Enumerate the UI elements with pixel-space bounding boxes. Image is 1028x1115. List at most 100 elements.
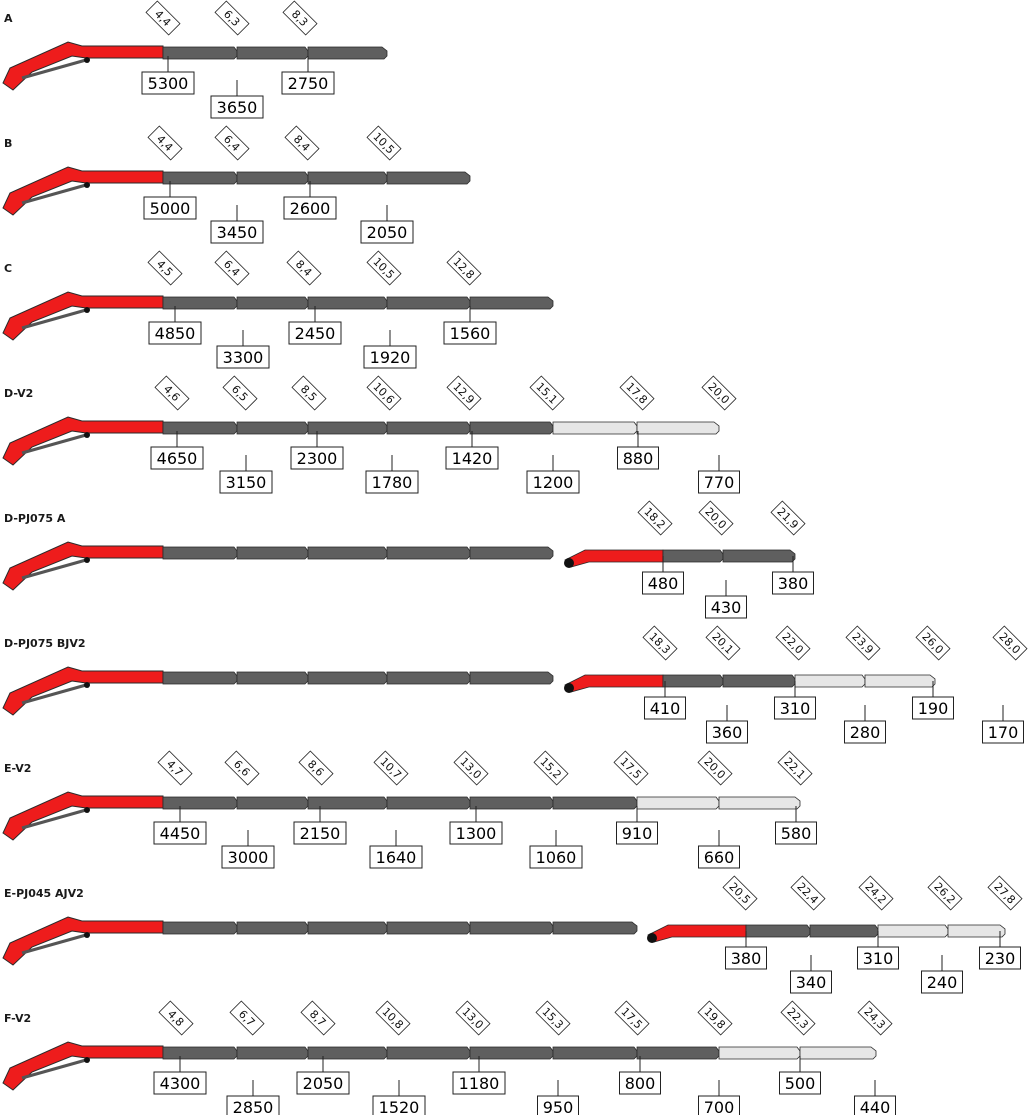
config-f-v2: F-V2 4,8 6,7 8,7 10,8 13,0 15,3 17,5 19,8 22,3 24,…: [2, 1000, 896, 1115]
load-box: [281, 71, 335, 95]
load-value: 770: [704, 473, 735, 492]
load-value: 440: [860, 1098, 891, 1115]
jib-red: [564, 674, 664, 693]
boom-extension-3: [307, 1046, 388, 1060]
load-box: [372, 1095, 426, 1115]
load-value: 880: [623, 449, 654, 468]
boom-extension-6: [552, 421, 638, 435]
distance-marker: 18,2: [637, 500, 673, 536]
load-box: [296, 1071, 350, 1095]
hydraulic-cylinder: [21, 433, 87, 455]
config-title: D-PJ075 A: [4, 512, 66, 525]
boom-extension-6: [552, 1046, 638, 1060]
distance-marker: 4,5: [147, 250, 183, 286]
config-d-pj075-a: D-PJ075 A 18,2 20,0 21,9 480 430 380: [2, 500, 814, 619]
distance-marker: 22,3: [780, 1000, 816, 1036]
load-value: 430: [711, 598, 742, 617]
load-box: [445, 446, 499, 470]
distance-marker: 4,6: [154, 375, 190, 411]
distance-marker: 26,2: [927, 875, 963, 911]
load-box: [210, 95, 264, 119]
load-box: [537, 1095, 579, 1115]
distance-marker: 28,0: [992, 625, 1028, 661]
jib-extension-2: [809, 924, 879, 938]
boom-extension-4: [386, 671, 471, 685]
load-box: [452, 1071, 506, 1095]
main-boom-red: [2, 166, 164, 216]
distance-marker: 27,8: [987, 875, 1023, 911]
distance-marker: 10,5: [366, 125, 402, 161]
load-box: [772, 571, 814, 595]
config-title: A: [4, 12, 13, 25]
boom-joint: [84, 57, 90, 63]
boom-extension-6: [552, 796, 638, 810]
distance-marker: 17,5: [613, 750, 649, 786]
boom-joint: [84, 682, 90, 688]
load-box: [216, 345, 270, 369]
load-box: [153, 1071, 207, 1095]
distance-marker: 4,7: [157, 750, 193, 786]
boom-extension-1: [162, 921, 238, 935]
load-value: 3000: [228, 848, 269, 867]
hydraulic-cylinder: [21, 933, 87, 955]
load-value: 1300: [456, 824, 497, 843]
boom-extension-2: [236, 46, 309, 60]
boom-extension-3: [307, 671, 388, 685]
load-box: [706, 720, 748, 744]
load-value: 3450: [217, 223, 258, 242]
main-boom-red: [2, 791, 164, 841]
load-value: 1200: [533, 473, 574, 492]
boom-extension-4: [386, 921, 471, 935]
boom-joint: [84, 432, 90, 438]
load-value: 2050: [367, 223, 408, 242]
distance-marker: 8,7: [300, 1000, 336, 1036]
boom-joint: [84, 307, 90, 313]
jib-red: [647, 924, 747, 943]
load-box: [912, 696, 954, 720]
load-box: [153, 821, 207, 845]
jib-extension-4: [864, 674, 936, 688]
config-title: B: [4, 137, 12, 150]
distance-marker: 12,8: [446, 250, 482, 286]
load-value: 4650: [157, 449, 198, 468]
load-box: [616, 821, 658, 845]
distance-marker: 15,1: [529, 375, 565, 411]
distance-marker: 4,4: [147, 125, 183, 161]
load-value: 170: [988, 723, 1019, 742]
jib-extension-1: [662, 549, 724, 563]
load-box: [148, 321, 202, 345]
load-box: [290, 446, 344, 470]
load-box: [775, 821, 817, 845]
load-box: [226, 1095, 280, 1115]
boom-extension-4: [386, 296, 471, 310]
distance-marker: 20,0: [698, 500, 734, 536]
hydraulic-cylinder: [21, 308, 87, 330]
boom-extension-1: [162, 421, 238, 435]
boom-extension-4: [386, 1046, 471, 1060]
config-title: F-V2: [4, 1012, 31, 1025]
boom-extension-5: [469, 546, 554, 560]
distance-marker: 26,0: [915, 625, 951, 661]
boom-extension-8: [718, 1046, 801, 1060]
boom-extension-2: [236, 921, 309, 935]
load-value: 660: [704, 848, 735, 867]
load-value: 2600: [290, 199, 331, 218]
load-box: [526, 470, 580, 494]
boom-extension-1: [162, 171, 238, 185]
distance-marker: 8,4: [286, 250, 322, 286]
distance-marker: 6,3: [214, 0, 250, 36]
jib-hinge: [564, 558, 574, 568]
hydraulic-cylinder: [21, 58, 87, 80]
load-value: 910: [622, 824, 653, 843]
boom-extension-3: [307, 296, 388, 310]
config-a: A 4,4 6,3 8,3 5300 3650 2750: [2, 0, 388, 119]
load-value: 1180: [459, 1074, 500, 1093]
load-value: 310: [780, 699, 811, 718]
load-box: [844, 720, 886, 744]
distance-marker: 13,0: [453, 750, 489, 786]
boom-joint: [84, 807, 90, 813]
boom-extension-3: [307, 921, 388, 935]
boom-extension-3: [307, 546, 388, 560]
load-box: [698, 470, 740, 494]
load-box: [283, 196, 337, 220]
